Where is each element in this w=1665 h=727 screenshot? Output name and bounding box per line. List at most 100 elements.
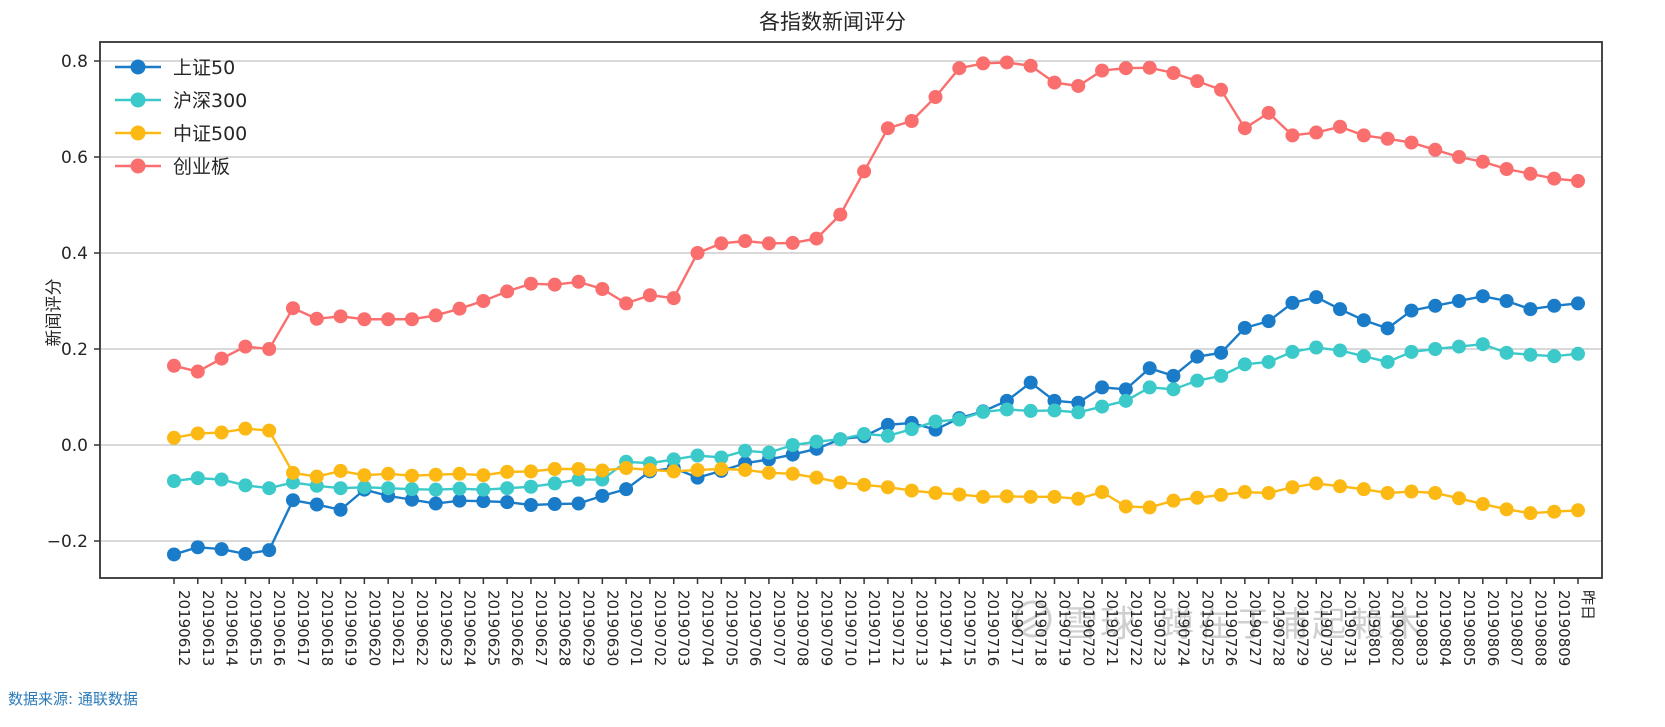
data-point: [381, 312, 396, 327]
data-point: [1095, 380, 1110, 395]
data-point: [547, 462, 562, 476]
data-point: [1261, 314, 1276, 329]
x-tick-label: 20190625: [484, 590, 502, 666]
data-point: [1285, 344, 1300, 359]
data-point: [714, 450, 729, 465]
data-point: [404, 312, 419, 327]
data-point: [1214, 487, 1229, 502]
x-tick-label: 20190806: [1484, 590, 1502, 666]
data-point: [1071, 491, 1086, 506]
data-point: [1380, 131, 1395, 146]
y-tick-label: 0.8: [61, 52, 88, 72]
data-point: [309, 311, 324, 326]
data-point: [785, 235, 800, 250]
x-tick-label: 20190612: [175, 590, 193, 666]
x-tick-label: 20190731: [1341, 590, 1359, 666]
legend-item-沪深300: 沪深300: [113, 83, 247, 116]
data-point: [809, 231, 824, 246]
data-point: [857, 477, 872, 492]
data-point: [761, 465, 776, 480]
x-tick-label: 20190804: [1436, 590, 1454, 666]
data-point: [500, 464, 515, 479]
x-tick-label: 20190729: [1293, 590, 1311, 666]
data-point: [214, 425, 229, 440]
data-point: [1380, 321, 1395, 336]
data-point: [880, 121, 895, 136]
data-point: [595, 463, 610, 478]
data-point: [999, 489, 1014, 504]
data-point: [904, 422, 919, 437]
data-point: [952, 412, 967, 427]
data-point: [880, 417, 895, 432]
data-point: [1547, 504, 1562, 519]
data-point: [476, 468, 491, 483]
data-point: [1261, 486, 1276, 500]
xueqiu-logo-icon: [1012, 598, 1054, 644]
data-point: [952, 487, 967, 502]
plot-border: [99, 41, 1603, 579]
data-point: [238, 421, 253, 436]
data-point: [1309, 290, 1324, 305]
data-point: [738, 462, 753, 477]
data-point: [690, 448, 705, 463]
x-tick-label: 20190809: [1555, 590, 1573, 666]
watermark: 雪球 蹲在于浦起赖木: [1012, 595, 1426, 647]
data-point: [1118, 393, 1133, 408]
data-point: [309, 469, 324, 484]
data-point: [1356, 313, 1371, 328]
data-point: [452, 466, 467, 481]
data-point: [666, 291, 681, 306]
data-point: [428, 482, 443, 497]
data-point: [1166, 382, 1181, 397]
data-point: [381, 466, 396, 481]
data-point: [547, 497, 562, 512]
data-point: [1547, 349, 1562, 364]
data-point: [904, 483, 919, 498]
data-point: [1285, 295, 1300, 310]
data-point: [1356, 349, 1371, 364]
data-point: [500, 481, 515, 496]
data-point: [1142, 500, 1157, 515]
data-point: [880, 428, 895, 443]
data-point: [1428, 486, 1443, 500]
data-point: [1071, 405, 1086, 420]
data-point: [809, 470, 824, 485]
data-point: [357, 480, 372, 495]
x-tick-label: 20190619: [342, 590, 360, 666]
data-point: [999, 402, 1014, 417]
data-point: [1071, 78, 1086, 93]
data-point: [285, 493, 300, 508]
x-tick-label: 20190716: [984, 590, 1002, 666]
data-point: [333, 309, 348, 324]
x-tick-label: 20190628: [556, 590, 574, 666]
data-point: [428, 308, 443, 323]
data-point: [1190, 74, 1205, 89]
data-point: [595, 488, 610, 503]
x-tick-label: 20190805: [1460, 590, 1478, 666]
data-point: [523, 464, 538, 479]
data-point: [1047, 489, 1062, 504]
x-tick-label: 20190723: [1151, 590, 1169, 666]
data-point: [1333, 343, 1348, 358]
x-tick-label: 20190622: [413, 590, 431, 666]
data-point: [1166, 493, 1181, 508]
data-point: [785, 447, 800, 462]
data-point: [547, 277, 562, 292]
data-point: [976, 404, 991, 419]
data-point: [238, 546, 253, 561]
data-point: [1547, 171, 1562, 186]
data-point: [1571, 296, 1585, 311]
data-point: [880, 480, 895, 495]
data-point: [1047, 403, 1062, 418]
data-point: [167, 358, 181, 373]
data-point: [1499, 162, 1514, 176]
legend-label: 沪深300: [173, 90, 248, 112]
data-point: [1380, 354, 1395, 369]
data-point: [1142, 380, 1157, 395]
data-point: [428, 467, 443, 482]
data-point: [452, 301, 467, 316]
data-point: [1404, 344, 1419, 359]
data-point: [1214, 82, 1229, 97]
data-point: [1571, 174, 1585, 188]
x-tick-label: 20190801: [1365, 590, 1383, 666]
